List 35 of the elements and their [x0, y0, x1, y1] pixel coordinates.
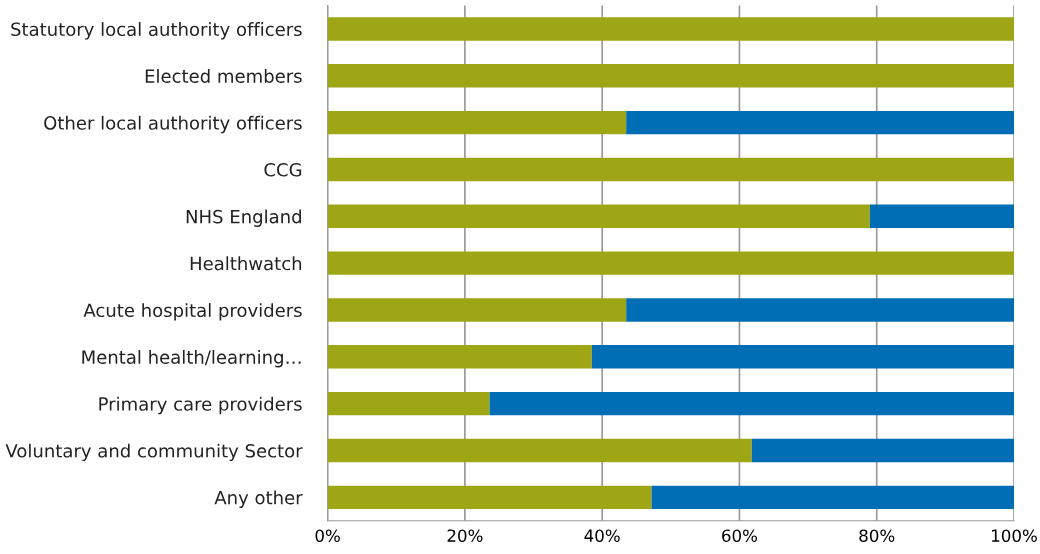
bar [327, 157, 1014, 182]
x-tick-label: 40% [584, 529, 620, 542]
bar [327, 17, 1014, 41]
bar [327, 64, 1014, 88]
x-tick-label: 20% [447, 529, 483, 542]
y-tick-label: Other local authority officers [44, 115, 302, 134]
bar [327, 391, 490, 416]
bar [327, 204, 870, 229]
bar [327, 251, 1014, 275]
y-tick-label: Voluntary and community Sector [5, 443, 303, 462]
bar [327, 345, 592, 369]
y-tick-label: Any other [214, 490, 303, 508]
y-tick-label: Healthwatch [190, 256, 302, 271]
x-tick-label: 60% [722, 529, 758, 542]
y-tick-label: Elected members [145, 68, 302, 83]
bar [489, 391, 1014, 416]
bar [869, 204, 1014, 229]
y-tick-label: Mental health/learning… [82, 349, 301, 368]
y-tick-label: NHS England [186, 209, 301, 227]
bar [626, 110, 1014, 135]
x-tick-label: 80% [859, 529, 895, 542]
bar [651, 485, 1014, 510]
bar [626, 298, 1014, 322]
bar [327, 110, 627, 135]
bar [327, 438, 752, 463]
bar [327, 298, 627, 322]
bar [751, 438, 1014, 463]
x-tick-label: 0% [315, 529, 340, 542]
x-tick-label: 100% [992, 529, 1037, 542]
bar [327, 485, 652, 510]
bar [591, 345, 1014, 369]
y-tick-label: Primary care providers [99, 396, 302, 415]
y-tick-label: CCG [264, 162, 302, 177]
y-tick-label: Statutory local authority officers [11, 22, 302, 40]
y-tick-label: Acute hospital providers [83, 303, 302, 321]
